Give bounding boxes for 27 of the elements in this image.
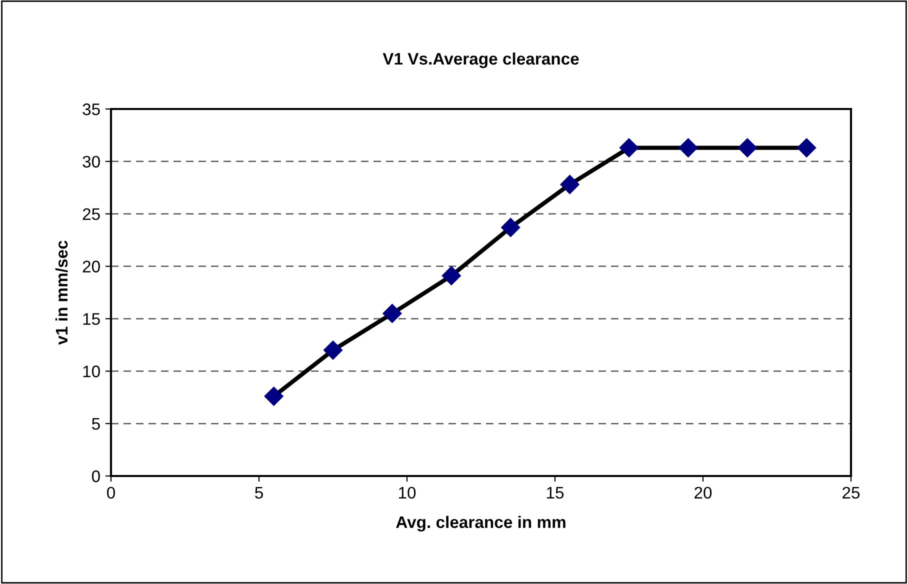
x-tick-label: 10: [399, 486, 416, 499]
point: [797, 138, 816, 158]
point: [738, 138, 757, 158]
point: [619, 138, 639, 158]
y-tick-label: 25: [82, 208, 100, 220]
x-tick-label: 25: [842, 486, 860, 499]
point: [501, 218, 520, 238]
point: [560, 174, 580, 194]
x-tick-label: 0: [107, 486, 115, 499]
x-tick-label: 5: [255, 487, 263, 499]
x-tick-label: 15: [547, 487, 564, 499]
point: [323, 340, 343, 360]
y-tick-label: 30: [82, 156, 100, 168]
point: [678, 138, 698, 158]
y-tick-label: 0: [92, 470, 100, 482]
point: [264, 386, 284, 406]
y-tick-label: 5: [92, 418, 100, 430]
point: [442, 266, 461, 286]
y-tick-label: 10: [83, 366, 100, 378]
point: [382, 304, 402, 324]
y-tick-label: 35: [82, 103, 100, 116]
x-tick-label: 20: [694, 486, 712, 499]
y-axis-title: v1 in mm/sec: [55, 240, 68, 345]
x-axis-title: Avg. clearance in mm: [396, 516, 566, 532]
y-tick-label: 15: [83, 313, 100, 325]
y-tick-label: 20: [82, 260, 100, 272]
chart-title: V1 Vs.Average clearance: [382, 52, 579, 68]
